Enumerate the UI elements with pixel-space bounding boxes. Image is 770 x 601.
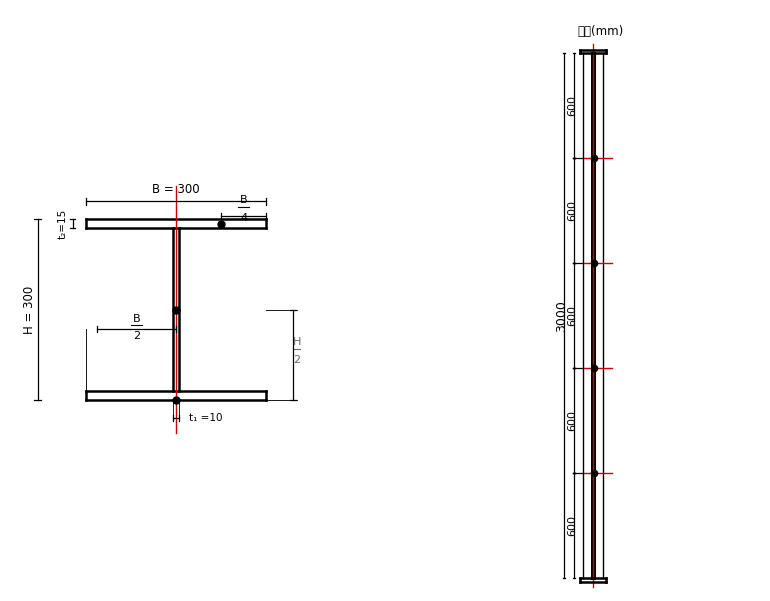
Text: H = 300: H = 300 xyxy=(23,285,36,334)
Text: 2: 2 xyxy=(293,355,300,365)
Text: 2: 2 xyxy=(133,331,140,341)
Text: B = 300: B = 300 xyxy=(152,183,200,197)
Text: 4: 4 xyxy=(240,213,247,222)
Text: B: B xyxy=(240,195,248,206)
Text: 600: 600 xyxy=(567,516,577,537)
Text: 600: 600 xyxy=(567,410,577,432)
Text: 단위(mm): 단위(mm) xyxy=(578,25,624,38)
Text: 600: 600 xyxy=(567,200,577,221)
Text: B: B xyxy=(132,314,140,324)
Text: t₂=15: t₂=15 xyxy=(58,209,68,239)
Text: t₁ =10: t₁ =10 xyxy=(189,413,223,423)
Text: 3000: 3000 xyxy=(555,300,568,332)
Text: H: H xyxy=(293,337,301,347)
Text: 600: 600 xyxy=(567,95,577,116)
Text: 600: 600 xyxy=(567,305,577,326)
